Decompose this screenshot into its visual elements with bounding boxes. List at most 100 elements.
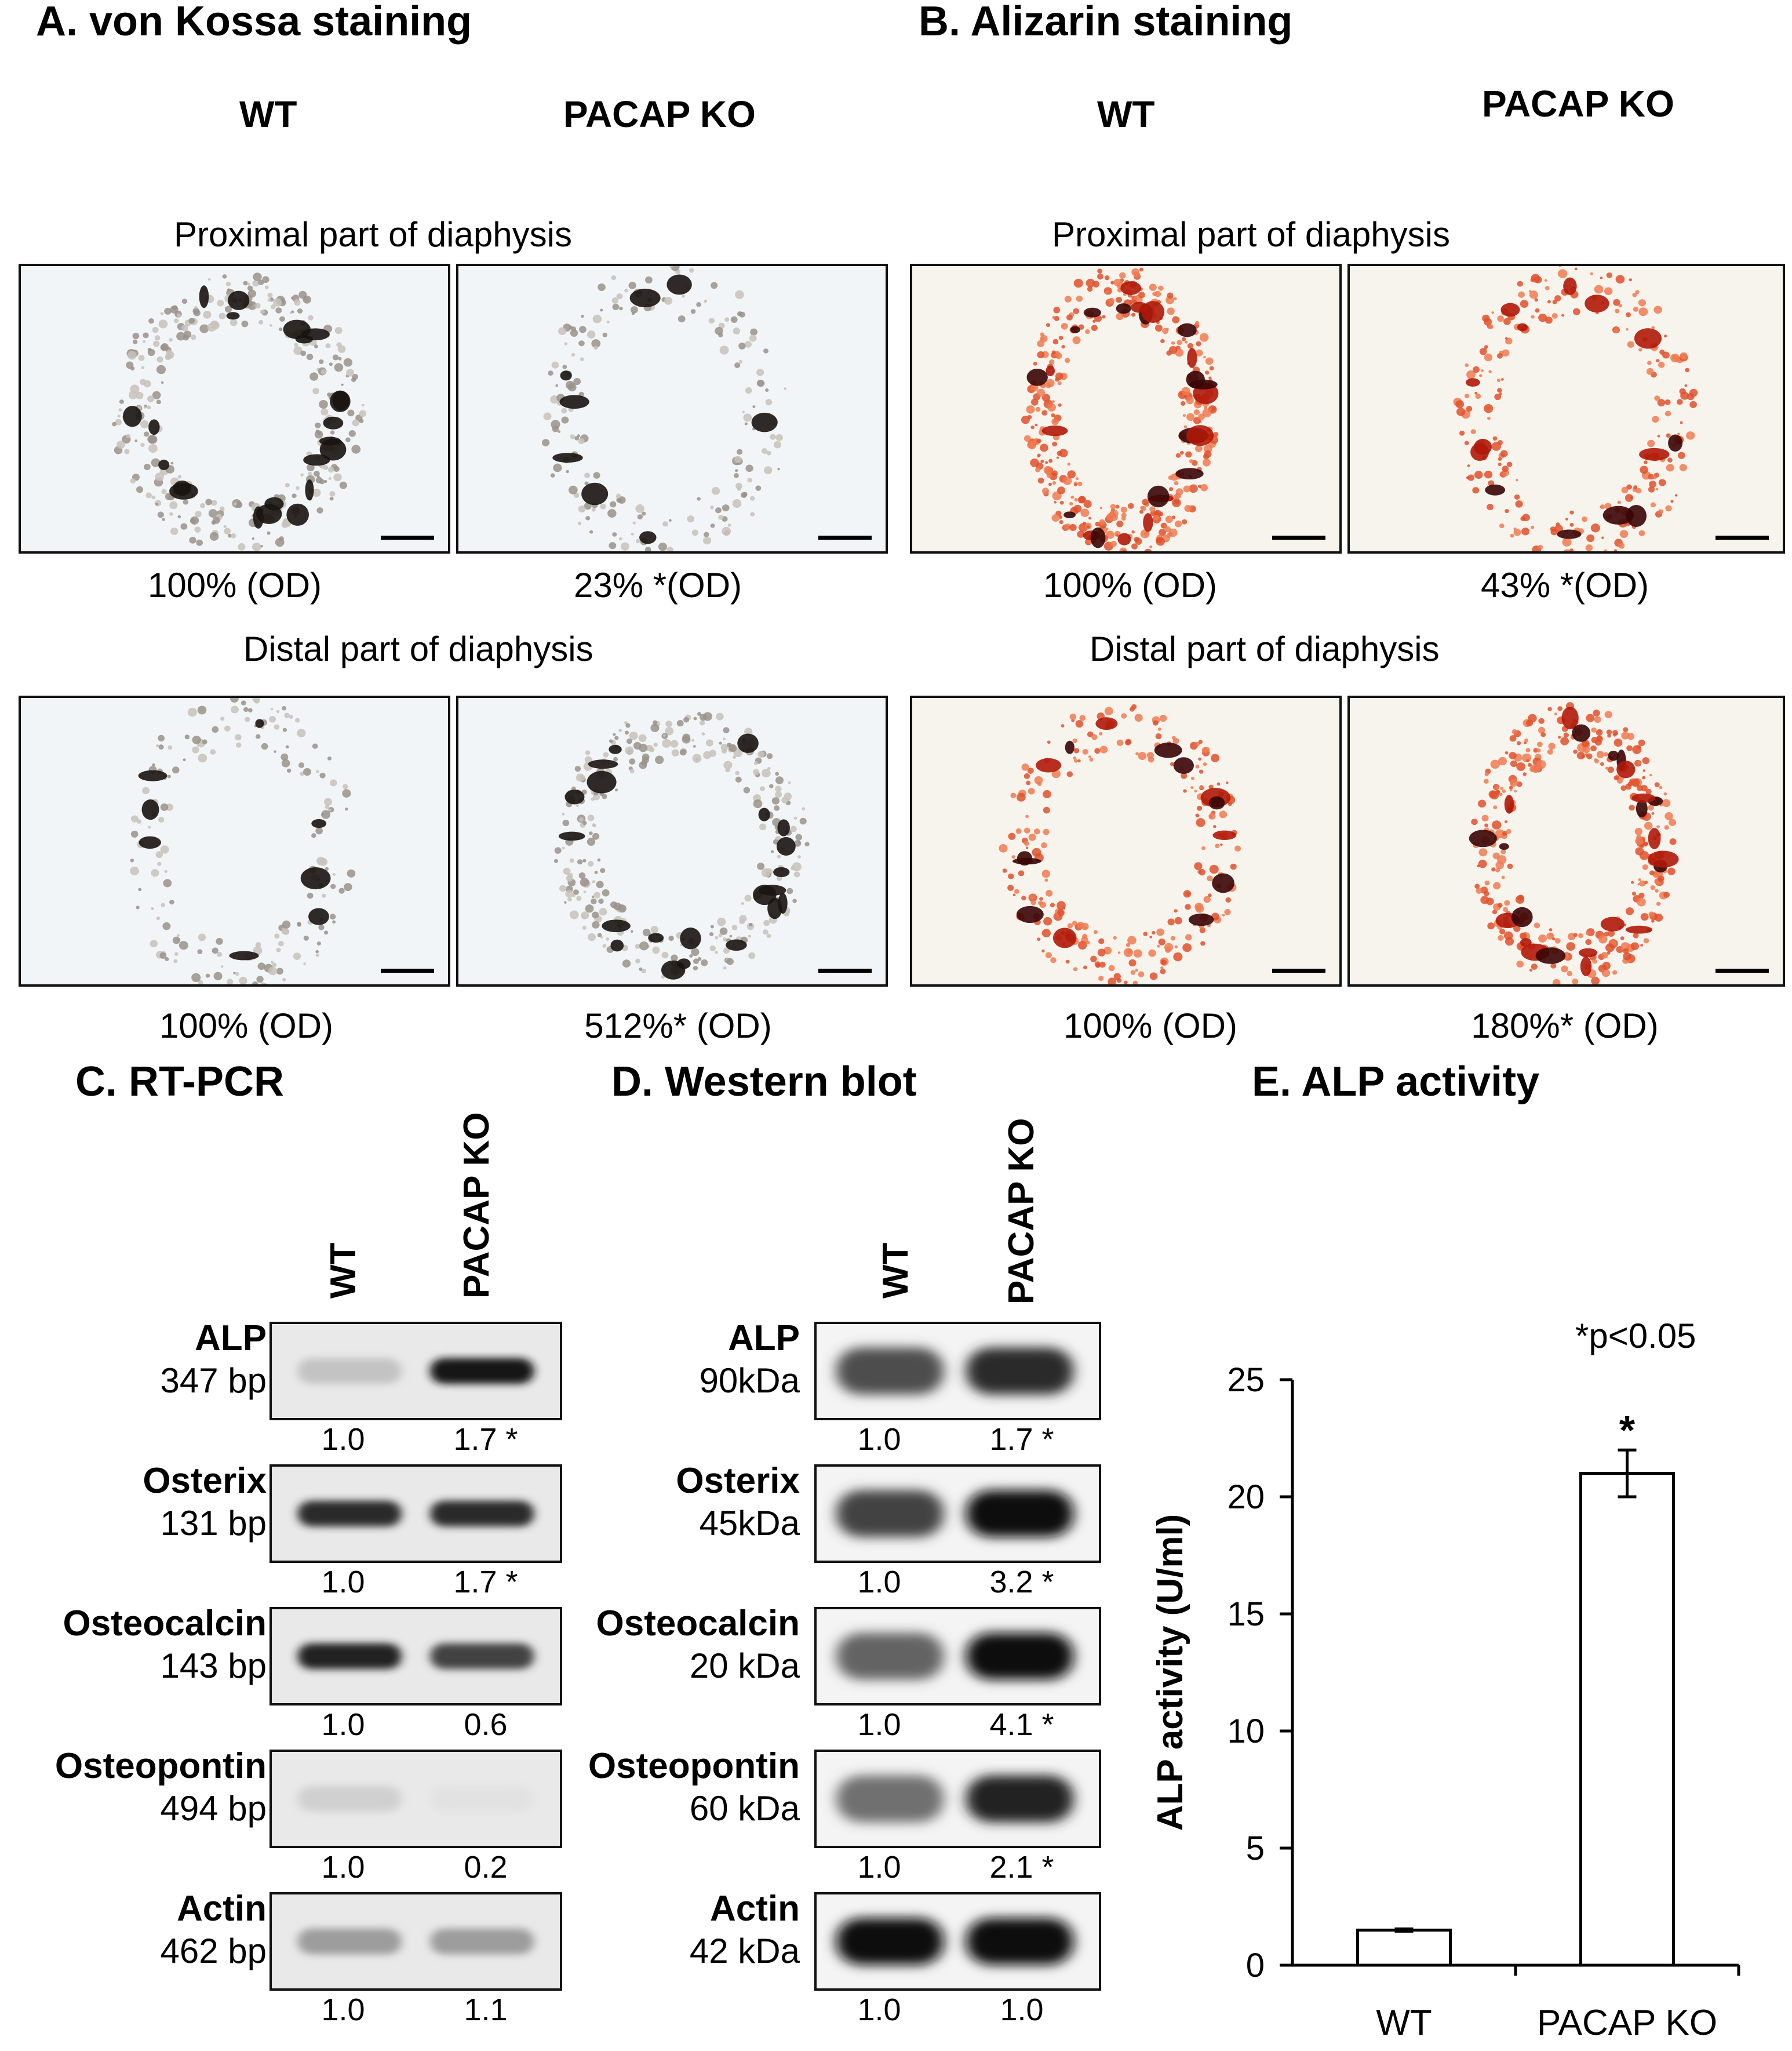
pcr-row-ko-quant: 1.1 [464,1992,508,2027]
blot-row-wt-quant: 1.0 [857,1707,901,1742]
panel-a-dist-wt-caption: 100% (OD) [159,1006,334,1045]
blot-row-ko-quant: 4.1 * [989,1707,1054,1742]
pcr-row-image [269,1322,562,1420]
blot-row-label: Osteocalcin 20 kDa [545,1602,800,1687]
histology-section [912,266,1339,551]
scale-bar [381,536,434,540]
panel-b-proximal-title: Proximal part of diaphysis [1052,215,1450,254]
pcr-row-wt-quant: 1.0 [321,1565,365,1599]
bar-0 [1356,1928,1452,1967]
panel-b-dist-ko-caption: 180%* (OD) [1471,1006,1659,1045]
pcr-row-name: Actin [177,1889,267,1929]
bar-1 [1579,1472,1675,1967]
blot-row-label: ALP 90kDa [545,1317,800,1402]
pcr-row-label: ALP 347 bp [12,1317,267,1402]
panel-a-col-wt: WT [239,93,297,135]
blot-row-size: 20 kDa [689,1646,800,1685]
histology-section [1350,266,1783,551]
panel-b-title: B. Alizarin staining [919,0,1293,45]
pcr-row-wt-quant: 1.0 [321,1422,365,1457]
alizarin-distal-wt-image [910,696,1342,987]
blot-row-name: Osteocalcin [596,1603,800,1643]
pcr-row-wt-quant: 1.0 [321,1850,365,1885]
panel-a-prox-ko-caption: 23% *(OD) [573,566,742,605]
pcr-row-image [269,1892,562,1991]
panel-d-title: D. Western blot [611,1059,917,1105]
alizarin-distal-ko-image [1347,696,1785,987]
blot-row-label: Osteopontin 60 kDa [545,1745,800,1830]
panel-d-lane-ko: PACAP KO [1001,1118,1041,1304]
pcr-row-size: 143 bp [160,1646,267,1685]
histology-section [912,698,1339,984]
chart-title: E. ALP activity [1252,1059,1540,1105]
blot-row-name: Actin [710,1889,800,1929]
scale-bar [381,969,434,973]
pcr-row-name: ALP [195,1318,267,1358]
blot-row-ko-quant: 1.0 [1000,1992,1044,2027]
panel-c-lane-ko: PACAP KO [457,1112,497,1299]
blot-row-size: 42 kDa [689,1932,800,1970]
pcr-row-ko-quant: 1.7 * [453,1565,518,1599]
pcr-row-ko-quant: 1.7 * [453,1422,518,1457]
pcr-row-label: Osterix 131 bp [12,1460,267,1544]
blot-row-wt-quant: 1.0 [857,1565,901,1599]
chart-annotation: *p<0.05 [1575,1317,1696,1355]
pcr-row-name: Osterix [143,1461,267,1501]
x-tick-label: WT [1376,2003,1432,2043]
blot-row-wt-quant: 1.0 [857,1992,901,2027]
error-bar-1 [1618,1448,1637,1499]
vonkossa-proximal-wt-image [19,264,450,554]
pcr-row-size: 131 bp [160,1504,267,1543]
error-bar-0 [1394,1927,1414,1933]
panel-b-prox-wt-caption: 100% (OD) [1043,566,1218,605]
blot-row-size: 90kDa [699,1361,800,1400]
blot-row-size: 45kDa [699,1504,800,1543]
alizarin-proximal-wt-image [910,264,1342,554]
blot-row-label: Osterix 45kDa [545,1460,800,1544]
blot-row-image [814,1464,1101,1563]
pcr-row-name: Osteocalcin [63,1603,267,1643]
pcr-row-label: Actin 462 bp [12,1888,267,1972]
blot-row-image [814,1607,1101,1705]
scale-bar [1715,536,1769,540]
blot-row-name: Osterix [676,1461,800,1501]
pcr-row-ko-quant: 0.6 [464,1707,508,1742]
panel-d-lane-wt: WT [876,1242,916,1299]
alp-activity-chart: 0 5 10 15 20 25 ALP activity (U/ml) WT * PACAP KO [1150,1361,1740,2043]
histology-section [1350,698,1783,984]
histology-section [21,698,448,984]
panel-b-distal-title: Distal part of diaphysis [1090,630,1440,668]
scale-bar [1272,536,1325,540]
panel-a-proximal-title: Proximal part of diaphysis [174,215,572,254]
y-tick-label: 0 [1246,1947,1265,1984]
blot-row-size: 60 kDa [689,1789,800,1828]
blot-row-label: Actin 42 kDa [545,1888,800,1972]
pcr-row-ko-quant: 0.2 [464,1850,508,1885]
pcr-row-image [269,1464,562,1563]
x-tick-label: PACAP KO [1537,2003,1717,2043]
pcr-row-wt-quant: 1.0 [321,1992,365,2027]
vonkossa-distal-ko-image [456,696,888,987]
vonkossa-proximal-ko-image [456,264,888,554]
pcr-row-image [269,1607,562,1705]
y-tick-label: 10 [1227,1712,1265,1750]
histology-section [458,266,886,551]
pcr-row-image [269,1750,562,1848]
panel-a-distal-title: Distal part of diaphysis [243,630,593,668]
pcr-row-size: 494 bp [160,1789,267,1828]
pcr-row-label: Osteocalcin 143 bp [12,1602,267,1687]
blot-row-image [814,1750,1101,1848]
blot-row-ko-quant: 3.2 * [989,1565,1054,1599]
vonkossa-distal-wt-image [19,696,450,987]
panel-a-col-ko: PACAP KO [563,93,756,135]
panel-b-prox-ko-caption: 43% *(OD) [1480,566,1649,605]
panel-a-prox-wt-caption: 100% (OD) [147,566,322,605]
scale-bar [818,969,872,973]
y-tick-label: 25 [1227,1361,1265,1399]
pcr-row-size: 462 bp [160,1932,267,1970]
panel-b-dist-wt-caption: 100% (OD) [1063,1006,1238,1045]
blot-row-wt-quant: 1.0 [857,1422,901,1457]
pcr-row-size: 347 bp [160,1361,267,1400]
panel-b-col-ko: PACAP KO [1482,83,1674,125]
y-axis-label: ALP activity (U/ml) [1150,1514,1190,1831]
